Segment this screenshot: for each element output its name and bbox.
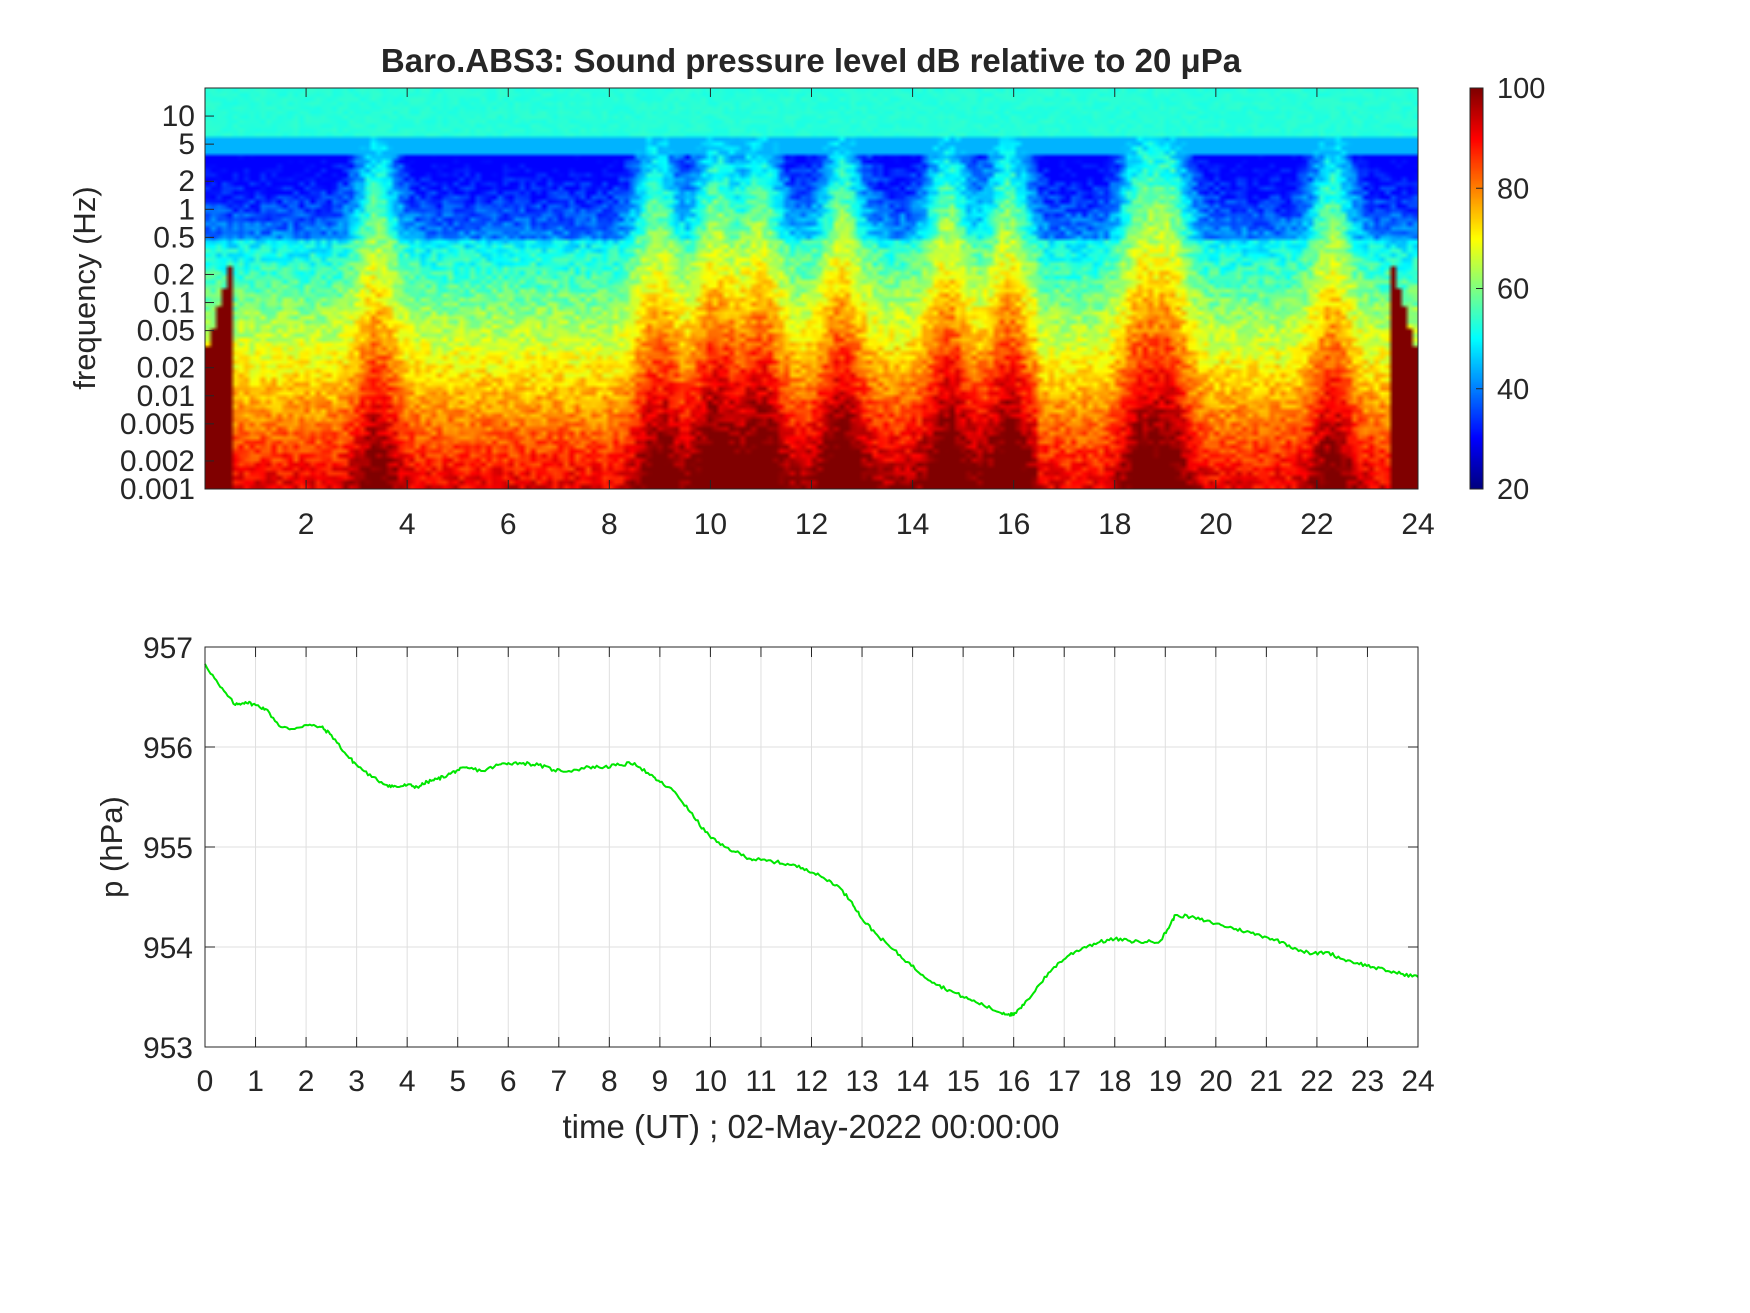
colorbar-tick-label: 20 (1497, 474, 1529, 506)
pressure-x-tick-label: 4 (399, 1065, 416, 1098)
spectrogram-x-tick-label: 10 (694, 508, 727, 541)
spectrogram-title: Baro.ABS3: Sound pressure level dB relat… (381, 42, 1242, 79)
pressure-x-tick-label: 18 (1098, 1065, 1131, 1098)
pressure-y-tick-label: 957 (143, 632, 193, 665)
pressure-x-tick-label: 1 (247, 1065, 264, 1098)
pressure-x-tick-label: 3 (348, 1065, 365, 1098)
spectrogram-y-tick-label: 0.05 (137, 315, 195, 348)
spectrogram-y-tick-label: 0.5 (153, 221, 195, 254)
pressure-y-tick-label: 956 (143, 732, 193, 765)
pressure-x-tick-label: 17 (1048, 1065, 1081, 1098)
pressure-x-tick-label: 14 (896, 1065, 929, 1098)
pressure-x-tick-label: 6 (500, 1065, 517, 1098)
pressure-y-ticks: 953 954 955 956 957 (143, 632, 1418, 1065)
pressure-x-tick-label: 11 (745, 1065, 776, 1098)
pressure-x-tick-label: 0 (197, 1065, 214, 1098)
pressure-x-tick-label: 10 (694, 1065, 727, 1098)
spectrogram-y-tick-label: 5 (178, 128, 195, 161)
pressure-x-tick-label: 13 (845, 1065, 878, 1098)
colorbar-tick-label: 60 (1497, 274, 1529, 306)
spectrogram-x-ticks: 2 4 6 8 10 12 14 16 18 20 22 24 (298, 88, 1435, 541)
spectrogram-x-tick-label: 2 (298, 508, 315, 541)
pressure-y-tick-label: 955 (143, 832, 193, 865)
spectrogram-y-tick-label: 0.02 (137, 352, 195, 385)
spectrogram-x-tick-label: 4 (399, 508, 416, 541)
spectrogram-y-tick-label: 0.001 (120, 473, 195, 506)
pressure-series-line (204, 663, 1419, 1017)
spectrogram-x-tick-label: 24 (1401, 508, 1434, 541)
spectrogram-y-tick-label: 0.2 (153, 258, 195, 291)
pressure-x-tick-label: 24 (1401, 1065, 1434, 1098)
spectrogram-heatmap (205, 88, 1418, 489)
pressure-x-tick-label: 12 (795, 1065, 828, 1098)
spectrogram-y-tick-label: 1 (178, 193, 195, 226)
pressure-x-tick-label: 19 (1149, 1065, 1182, 1098)
spectrogram-x-tick-label: 16 (997, 508, 1030, 541)
pressure-x-tick-label: 2 (298, 1065, 315, 1098)
spectrogram-y-tick-label: 0.002 (120, 445, 195, 478)
colorbar-tick-label: 80 (1497, 173, 1529, 205)
spectrogram-x-tick-label: 6 (500, 508, 517, 541)
pressure-x-tick-label: 9 (652, 1065, 669, 1098)
spectrogram-x-tick-label: 20 (1199, 508, 1232, 541)
pressure-y-tick-label: 954 (143, 932, 193, 965)
pressure-x-tick-label: 22 (1300, 1065, 1333, 1098)
colorbar-tick-label: 40 (1497, 374, 1529, 406)
pressure-x-tick-label: 23 (1351, 1065, 1384, 1098)
pressure-x-tick-label: 7 (550, 1065, 567, 1098)
spectrogram-x-tick-label: 8 (601, 508, 618, 541)
spectrogram-y-tick-label: 0.005 (120, 408, 195, 441)
colorbar: 20 40 60 80 100 (1469, 73, 1545, 506)
pressure-y-tick-label: 953 (143, 1032, 193, 1065)
pressure-y-axis-label: p (hPa) (94, 796, 129, 898)
pressure-x-axis-label: time (UT) ; 02-May-2022 00:00:00 (562, 1108, 1059, 1145)
spectrogram-y-tick-label: 0.01 (137, 380, 195, 413)
spectrogram-y-tick-label: 2 (178, 165, 195, 198)
spectrogram-y-tick-label: 10 (162, 100, 195, 133)
spectrogram-x-tick-label: 18 (1098, 508, 1131, 541)
spectrogram-x-tick-label: 14 (896, 508, 929, 541)
spectrogram-y-tick-label: 0.1 (153, 287, 195, 320)
colorbar-ticks: 20 40 60 80 100 (1476, 73, 1545, 506)
spectrogram-x-tick-label: 22 (1300, 508, 1333, 541)
pressure-x-tick-label: 20 (1199, 1065, 1232, 1098)
pressure-x-tick-label: 15 (946, 1065, 979, 1098)
spectrogram-x-tick-label: 12 (795, 508, 828, 541)
pressure-x-tick-label: 8 (601, 1065, 618, 1098)
colorbar-tick-label: 100 (1497, 73, 1545, 105)
pressure-x-tick-label: 21 (1250, 1065, 1283, 1098)
pressure-x-tick-label: 5 (449, 1065, 466, 1098)
pressure-x-ticks: 0 1 2 3 4 5 6 7 8 9 10 11 12 13 14 15 16 17 18 19 20 21 22 23 24 (197, 647, 1435, 1098)
pressure-x-tick-label: 16 (997, 1065, 1030, 1098)
spectrogram-y-axis-label: frequency (Hz) (67, 186, 102, 389)
